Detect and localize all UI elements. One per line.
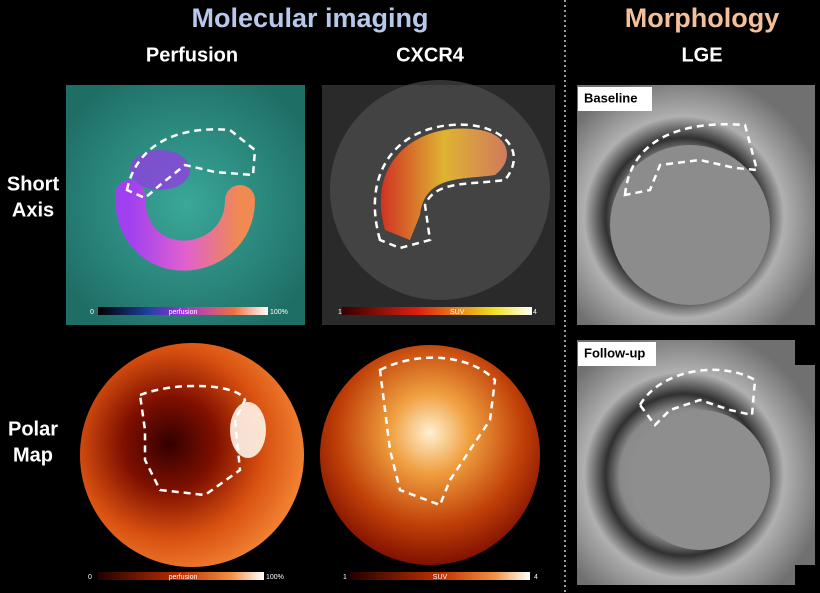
colorbar-max: 4 [533, 309, 537, 316]
lge-follow-up: Follow-up [577, 340, 815, 585]
lge-baseline: Baseline [577, 85, 815, 325]
cxcr4-short-axis: 1 SUV 4 [322, 80, 555, 325]
cxcr4-polar-map: 1 SUV 4 [320, 345, 540, 581]
column-label: LGE [681, 44, 722, 66]
section-title: Molecular imaging [191, 3, 428, 33]
section-title: Morphology [625, 3, 779, 33]
colorbar-min: 1 [343, 574, 347, 581]
image-tag: Baseline [584, 90, 637, 105]
image-tag: Follow-up [584, 345, 645, 360]
colorbar-max: 4 [534, 574, 538, 581]
colorbar-label: perfusion [169, 574, 198, 581]
colorbar-min: 0 [88, 574, 92, 581]
colorbar-label: SUV [450, 309, 465, 316]
colorbar-max: 100% [266, 574, 284, 581]
colorbar-max: 100% [270, 309, 288, 316]
row-label: Short [7, 173, 60, 195]
colorbar-min: 1 [338, 309, 342, 316]
column-label: CXCR4 [396, 44, 465, 66]
colorbar-label: SUV [433, 574, 448, 581]
colorbar-label: perfusion [169, 309, 198, 316]
column-label: Perfusion [146, 44, 238, 66]
colorbar-min: 0 [90, 309, 94, 316]
row-label: Polar [8, 418, 58, 440]
perfusion-polar-map: 0 perfusion 100% [80, 343, 304, 581]
perfusion-short-axis: 0 perfusion 100% [66, 85, 305, 325]
row-label: Map [13, 444, 53, 466]
row-label: Axis [12, 199, 54, 221]
